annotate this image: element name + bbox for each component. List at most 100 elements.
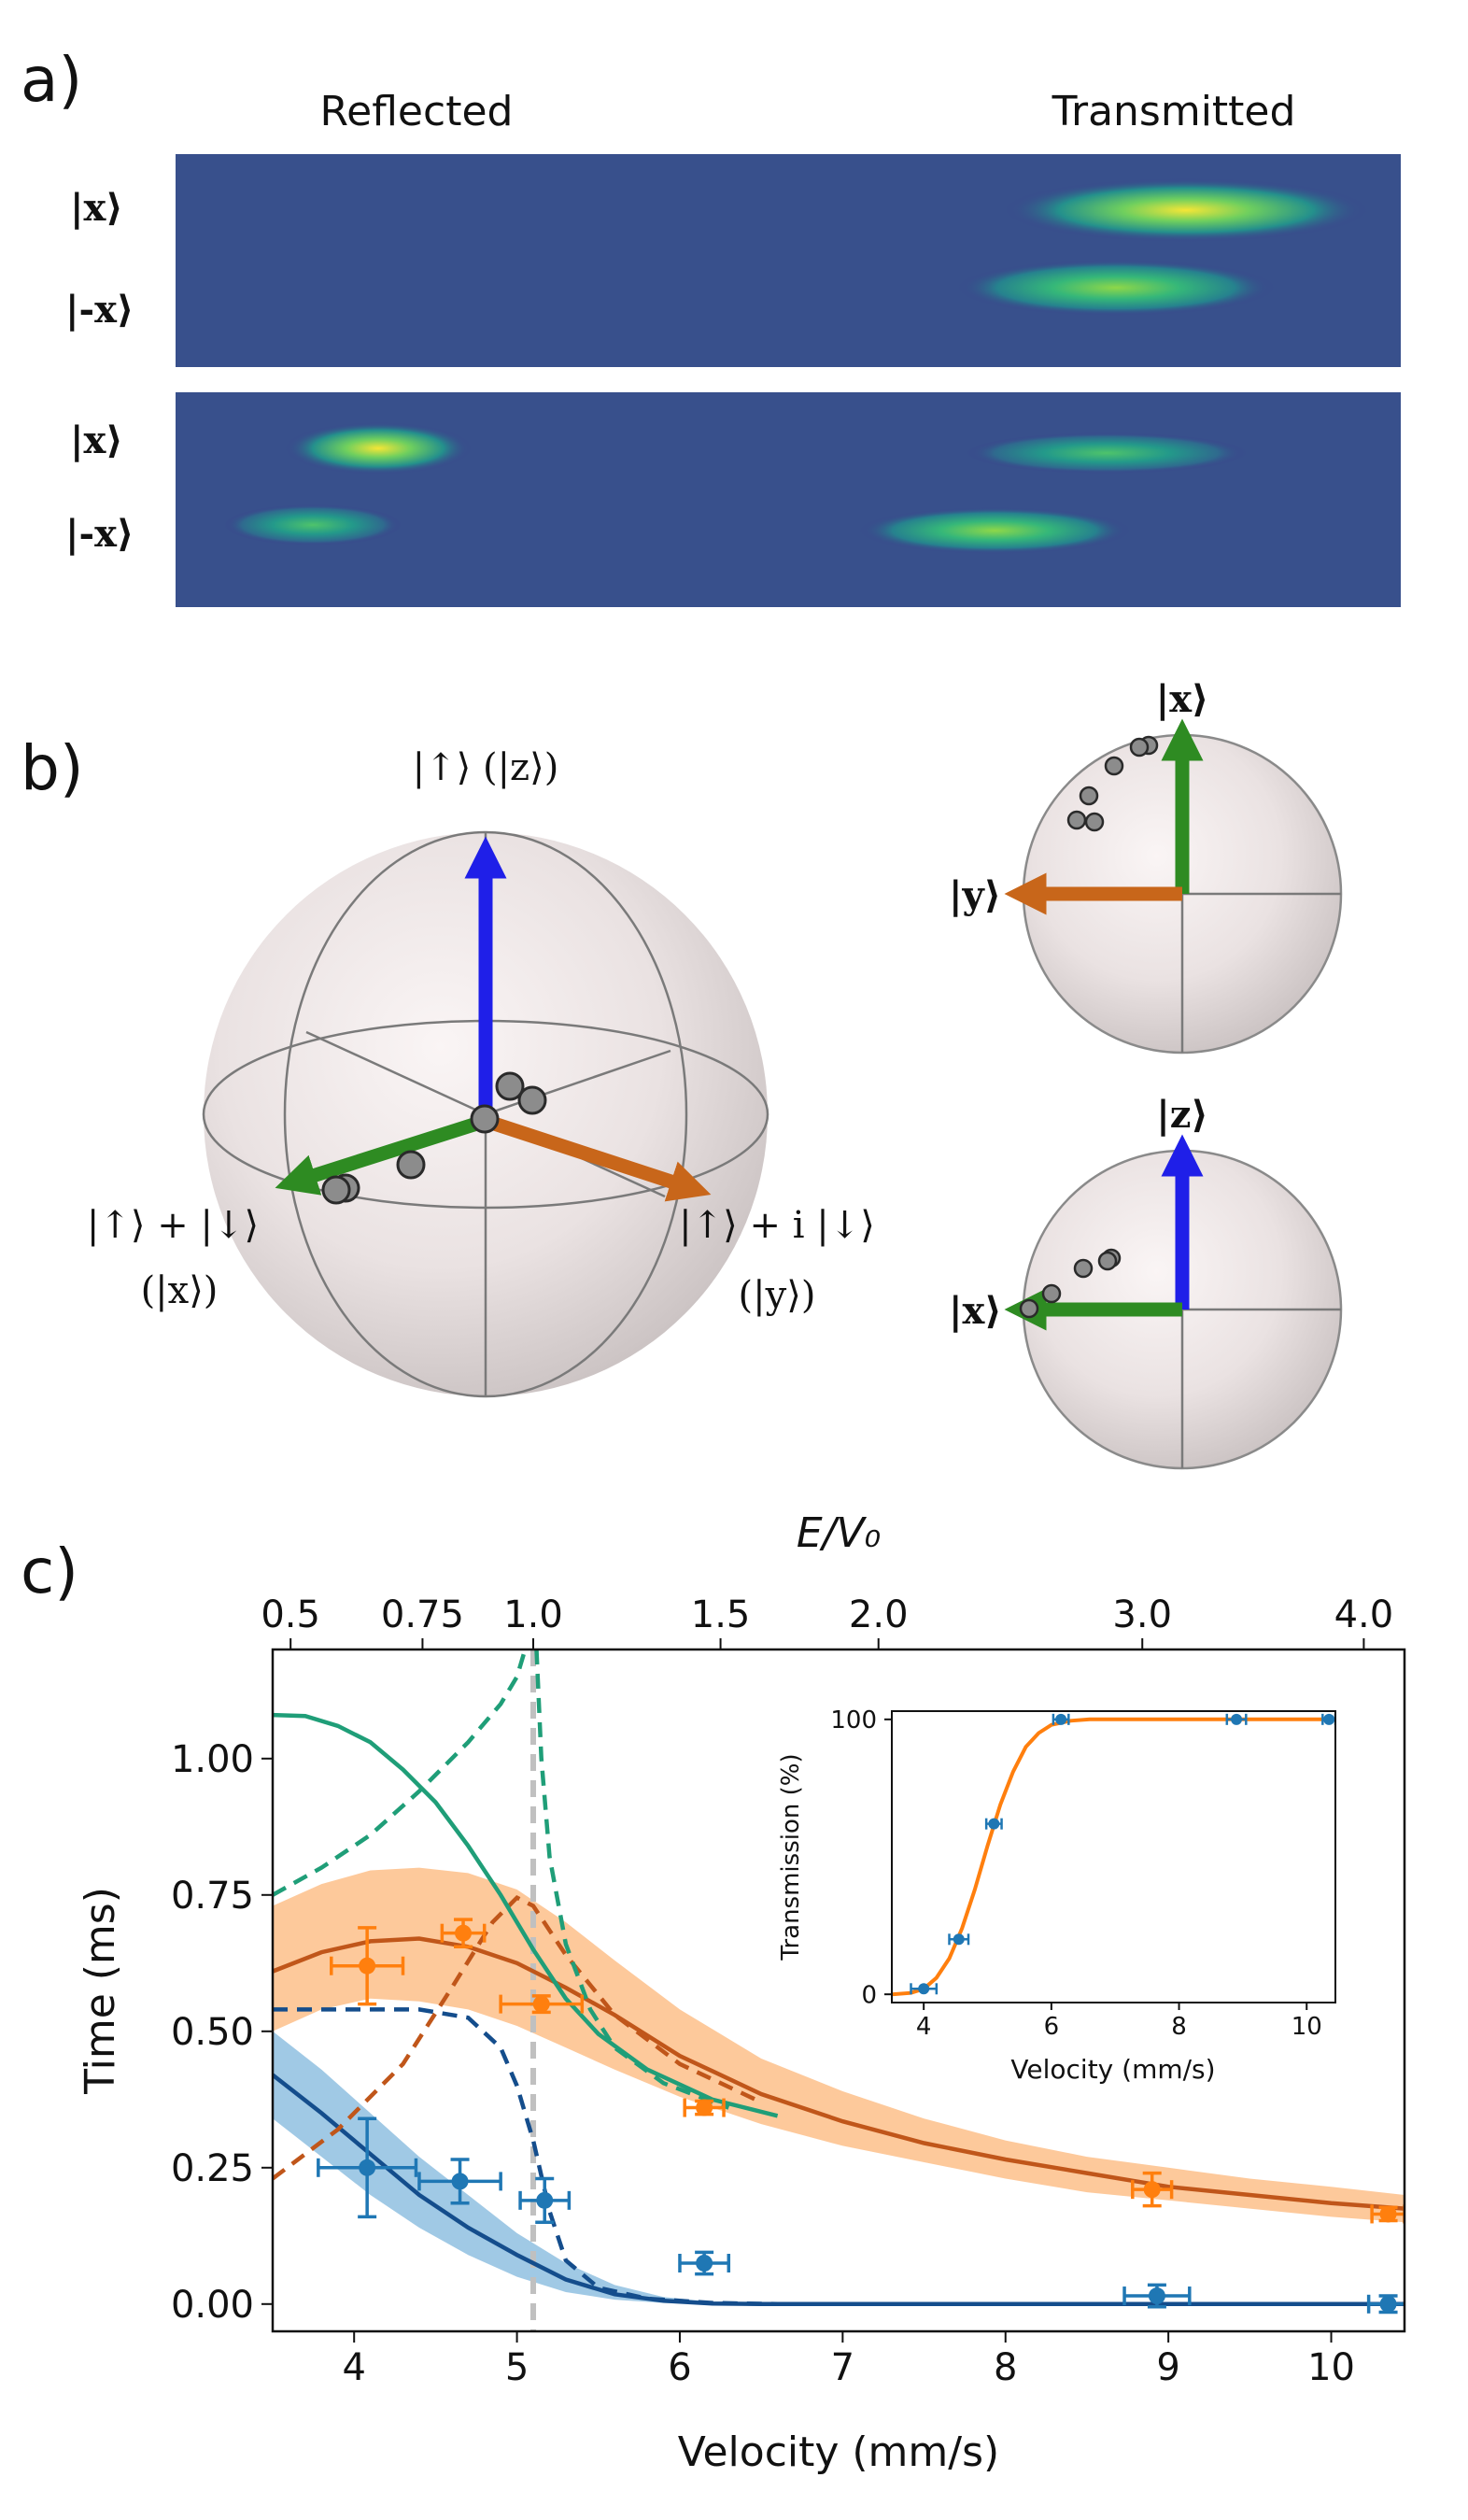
data-point	[696, 2099, 713, 2117]
row-label-x-2: |x⟩	[70, 418, 123, 462]
x-tick-label: 5	[505, 2346, 529, 2389]
data-point	[536, 2191, 554, 2209]
row-label-minus-x-1: |-x⟩	[65, 288, 134, 332]
image-top	[176, 154, 1401, 367]
row-label-minus-x-2: |-x⟩	[65, 512, 134, 556]
x-tick-label: 4	[342, 2346, 365, 2389]
label-x-state-line2: (|x⟩)	[141, 1269, 219, 1312]
green-dashed-left	[273, 1649, 528, 1897]
x-tick-label: 9	[1156, 2346, 1179, 2389]
main-plot-frame	[271, 1648, 1406, 2333]
x-tick-label: 6	[1044, 2013, 1060, 2041]
orange-theory	[273, 1936, 1404, 2211]
data-point	[1379, 2295, 1397, 2313]
state-point	[470, 1104, 500, 1134]
y-tick-label: 0.50	[171, 2011, 254, 2054]
blue-dashed	[273, 2007, 778, 2307]
blob-transmitted-minus-x-bottom	[859, 507, 1130, 554]
label-bottom-x: |x⟩	[949, 1289, 1002, 1333]
x-tick-label: 10	[1292, 2013, 1322, 2041]
inset-plot-area	[892, 1711, 1335, 2003]
bloch-sphere-main	[202, 830, 769, 1398]
orange-theory-band	[273, 1867, 1404, 2223]
data-point	[1379, 2205, 1397, 2223]
state-point	[321, 1175, 351, 1205]
y-tick-label: 0.00	[171, 2284, 254, 2327]
y-tick-label: 100	[830, 1706, 877, 1734]
x-axis-arrow	[275, 1113, 488, 1196]
x-tick-label: 7	[831, 2346, 854, 2389]
state-point	[396, 1150, 426, 1180]
x-tick-label: 8	[994, 2346, 1017, 2389]
data-point	[1055, 1713, 1067, 1725]
top-tick-label: 0.5	[261, 1593, 320, 1636]
top-tick-label: 3.0	[1112, 1593, 1172, 1636]
xy-point	[1104, 756, 1124, 776]
data-point	[918, 1983, 930, 1995]
label-bottom-z: |z⟩	[1156, 1093, 1208, 1137]
top-tick-label: 1.5	[691, 1593, 751, 1636]
blob-transmitted-x-bottom	[967, 432, 1247, 474]
inset-xlabel: Velocity (mm/s)	[1010, 2054, 1215, 2085]
label-y-state-line1: |↑⟩ + i |↓⟩	[679, 1204, 875, 1247]
theory	[892, 1717, 1335, 1997]
data-point	[532, 1995, 550, 2013]
y-tick-label: 0.75	[171, 1875, 254, 1918]
xz-point	[1041, 1283, 1062, 1304]
y-tick-label: 0	[861, 1981, 877, 2009]
xz-point	[1097, 1251, 1118, 1271]
y-axis-arrow	[483, 1113, 712, 1202]
label-top-y: |y⟩	[949, 873, 1001, 917]
data-point	[696, 2255, 713, 2272]
top-tick-label: 0.75	[381, 1593, 464, 1636]
image-bottom	[176, 392, 1401, 607]
inset-ylabel: Transmission (%)	[777, 1753, 805, 1961]
xy-point	[1066, 810, 1087, 830]
x-tick-label: 10	[1307, 2346, 1355, 2389]
y-tick-label: 1.00	[171, 1738, 254, 1781]
blob-reflected-x	[285, 422, 472, 474]
data-point	[1323, 1713, 1335, 1725]
main-xlabel: Velocity (mm/s)	[678, 2428, 999, 2476]
state-point	[517, 1085, 547, 1115]
label-z-state: |↑⟩ (|z⟩)	[413, 746, 559, 789]
panel-c-letter: c)	[21, 1536, 78, 1607]
data-point	[455, 1924, 473, 1942]
transmitted-label: Transmitted	[1052, 88, 1296, 135]
blue-theory	[273, 2073, 1404, 2307]
bloch-sphere-xz	[1004, 1134, 1343, 1470]
top-tick-label: 2.0	[849, 1593, 909, 1636]
x-tick-label: 4	[916, 2013, 932, 2041]
orange-dashed	[273, 1894, 763, 2181]
top-tick-label: 1.0	[503, 1593, 563, 1636]
data-point	[1231, 1713, 1243, 1725]
data-point	[359, 2159, 376, 2176]
data-point	[359, 1957, 376, 1975]
panel-b-letter: b)	[21, 732, 84, 804]
x-tick-label: 6	[668, 2346, 691, 2389]
inset-plot-frame	[891, 1710, 1336, 2003]
inset-plot-content	[892, 1713, 1335, 1997]
state-point	[495, 1071, 525, 1101]
label-top-x: |x⟩	[1156, 677, 1209, 721]
panel-a-letter: a)	[21, 44, 82, 116]
data-point	[988, 1818, 1000, 1830]
xz-point	[1073, 1258, 1094, 1279]
y-tick-label: 0.25	[171, 2147, 254, 2190]
top-tick-label: 4.0	[1334, 1593, 1394, 1636]
x-tick-label: 8	[1171, 2013, 1187, 2041]
main-plot-content	[273, 1649, 1404, 2331]
xz-point	[1019, 1298, 1039, 1319]
data-point	[1148, 2287, 1165, 2305]
label-y-state-line2: (|y⟩)	[739, 1274, 816, 1317]
main-axes: 4 5 6 7 8 9 10 0.00 0.25 0.50 0.75 1.00 0.5 0.75 1.0 1.…	[171, 1593, 1393, 2389]
green-dashed-right	[534, 1649, 730, 2110]
data-point	[1143, 2181, 1161, 2199]
blob-reflected-minus-x	[224, 504, 402, 545]
main-ylabel: Time (ms)	[77, 1887, 124, 2095]
bloch-sphere-xy	[1004, 718, 1343, 1055]
data-point	[953, 1933, 965, 1946]
